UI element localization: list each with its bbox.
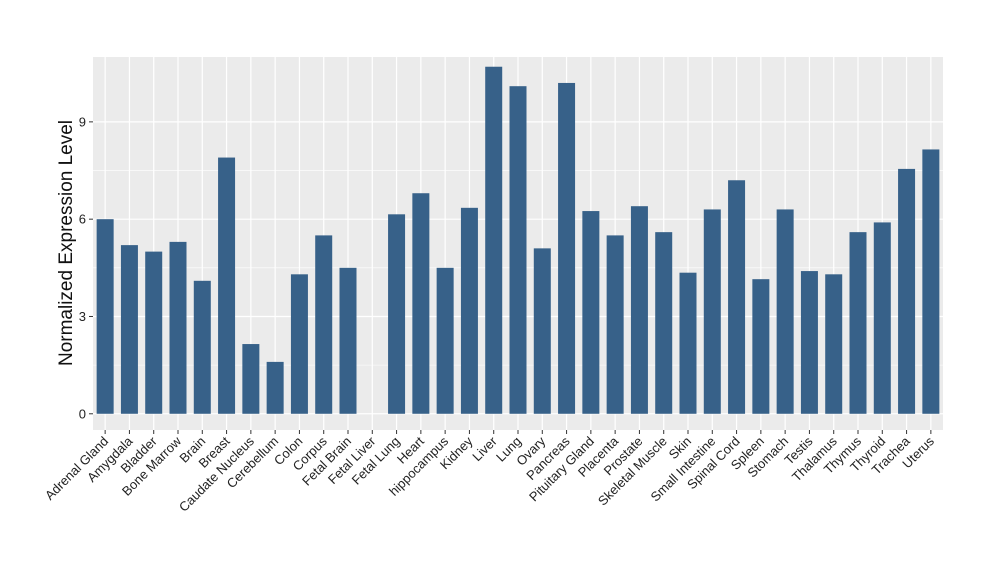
bar-uterus (922, 149, 940, 414)
y-tick-label: 0 (79, 406, 86, 421)
bar-trachea (898, 168, 916, 414)
bar-liver (485, 66, 503, 414)
bar-pituitary-gland (582, 211, 600, 414)
bar-placenta (606, 235, 624, 414)
bar-fetal-brain (339, 267, 357, 414)
y-axis-title: Normalized Expression Level (56, 120, 77, 366)
bar-heart (412, 193, 430, 414)
bar-stomach (776, 209, 794, 414)
bar-fetal-lung (388, 214, 406, 414)
bar-bone-marrow (169, 241, 187, 414)
bar-brain (193, 280, 211, 414)
y-tick-label: 6 (79, 212, 86, 227)
bar-caudate-nucleus (242, 344, 260, 414)
bar-thyroid (873, 222, 891, 414)
bar-pancreas (558, 82, 576, 414)
bar-breast (218, 157, 236, 414)
bar-corpus (315, 235, 333, 414)
bar-hippocampus (436, 267, 454, 414)
bar-thymus (849, 232, 867, 414)
bar-spleen (752, 279, 770, 414)
y-axis-ticks: 0 3 6 9 (79, 114, 93, 421)
bar-adrenal-gland (96, 219, 114, 414)
bar-skin (679, 272, 697, 414)
bar-cerebellum (266, 361, 284, 414)
bar-kidney (460, 207, 478, 414)
y-tick-label: 9 (79, 114, 86, 129)
bar-colon (290, 274, 308, 414)
y-tick-label: 3 (79, 309, 86, 324)
bar-spinal-cord (728, 180, 746, 414)
bar-small-intestine (703, 209, 721, 414)
bar-testis (800, 271, 818, 414)
bar-bladder (145, 251, 163, 414)
bars (96, 66, 940, 414)
bar-thalamus (825, 274, 843, 414)
x-tick-label: Liver (469, 433, 500, 464)
bar-amygdala (120, 245, 138, 414)
bar-lung (509, 86, 527, 414)
bar-ovary (533, 248, 551, 414)
bar-prostate (630, 206, 648, 414)
bar-skeletal-muscle (655, 232, 673, 414)
